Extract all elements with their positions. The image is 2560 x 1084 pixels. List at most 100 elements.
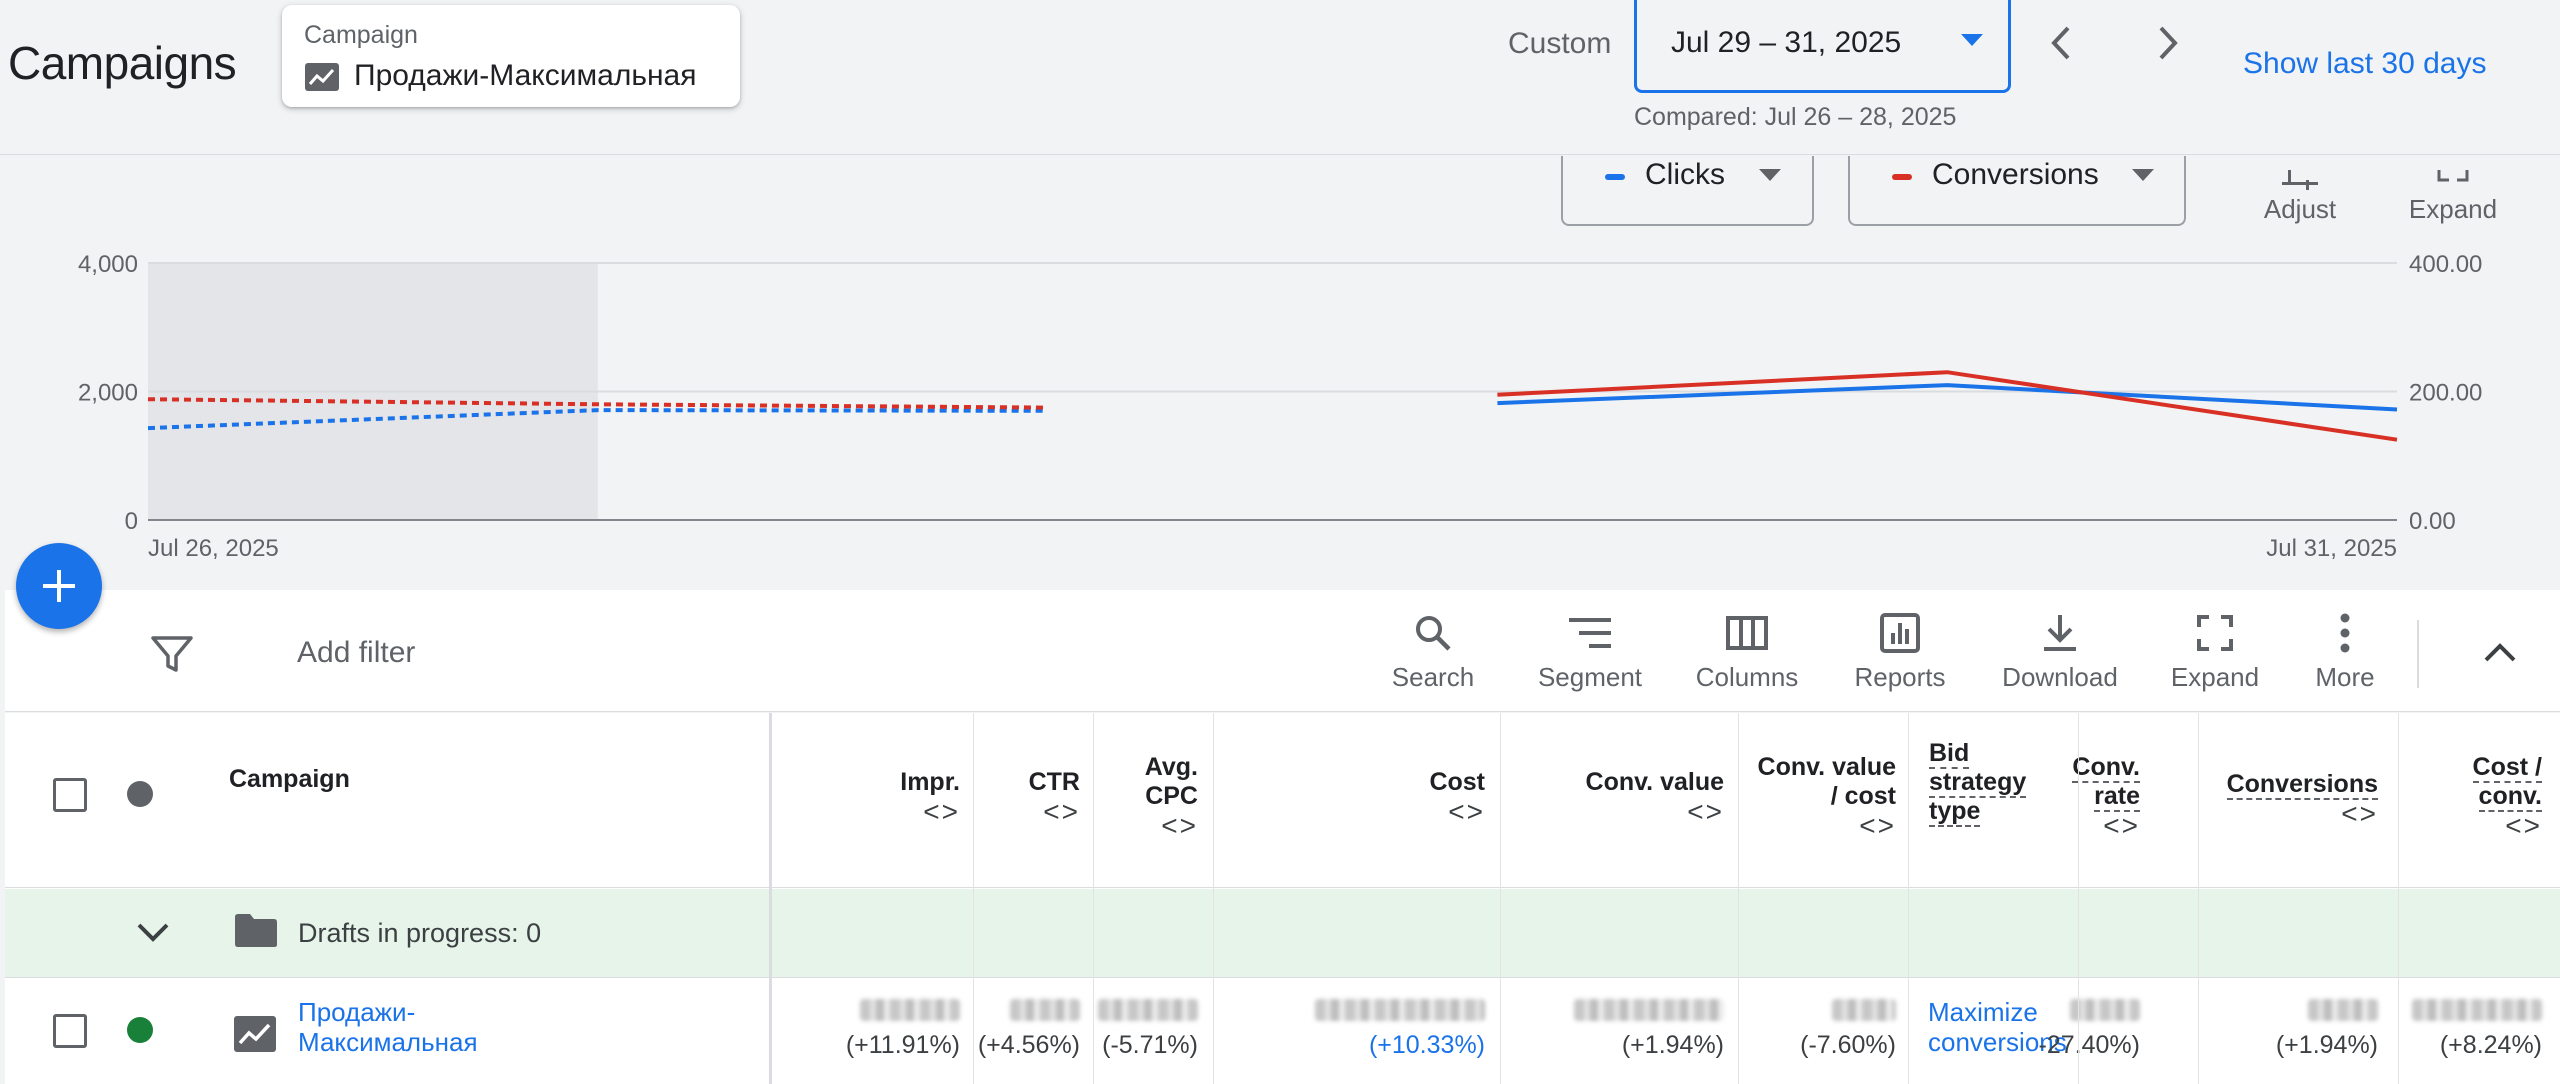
column-header-label: Cost /: [2472, 753, 2542, 783]
adjust-label: Adjust: [2263, 194, 2337, 224]
cell-cost: (+10.33%): [1315, 999, 1485, 1060]
sort-icon: <>: [1043, 796, 1080, 827]
column-header-label: Conv. value: [1585, 768, 1724, 796]
status-enabled-dot[interactable]: [127, 1017, 153, 1043]
column-header-cost[interactable]: Cost <>: [1429, 768, 1485, 826]
chart-area: 4,000 400.00 2,000 200.00 0 0.00 Jul 26, 2025 J…: [0, 156, 2560, 588]
column-header-label: conv.: [2478, 782, 2542, 812]
column-header-label: Conversions: [2226, 770, 2378, 800]
expand-label: Expand: [2408, 194, 2498, 224]
cell-conversions: (+1.94%): [2276, 999, 2378, 1060]
column-header-conversions[interactable]: Conversions <>: [2226, 770, 2378, 828]
column-header-impr[interactable]: Impr. <>: [900, 768, 960, 826]
cell-cost-conv: (+8.24%): [2412, 999, 2542, 1060]
column-header-label: Impr.: [900, 768, 960, 796]
cell-ctr: (+4.56%): [978, 999, 1080, 1060]
metric-selector-conversions[interactable]: Conversions: [1848, 156, 2186, 226]
column-header-label: Bid: [1929, 739, 1970, 769]
caret-down-icon: [1759, 169, 1781, 181]
column-header-conv-rate[interactable]: Conv. rate <>: [2072, 753, 2140, 840]
download-icon: [1995, 608, 2125, 658]
segment-icon: [1533, 608, 1647, 658]
chevron-up-icon[interactable]: [2477, 632, 2523, 672]
column-header-ctr[interactable]: CTR <>: [1029, 768, 1080, 826]
expand-table-button[interactable]: Expand: [2165, 608, 2265, 693]
column-header-cost-conv[interactable]: Cost / conv. <>: [2472, 753, 2542, 841]
redacted-value: [2308, 999, 2378, 1021]
column-header-conv-value-cost[interactable]: Conv. value / cost <>: [1758, 753, 1896, 840]
search-icon: [1383, 608, 1483, 658]
drafts-row[interactable]: Drafts in progress: 0: [5, 889, 2560, 978]
column-header-conv-value[interactable]: Conv. value <>: [1586, 768, 1724, 826]
toolbar-divider: [2417, 620, 2419, 688]
redacted-value: [1098, 999, 1198, 1021]
column-header-avg-cpc[interactable]: Avg. CPC <>: [1145, 753, 1198, 840]
series-line-clicks-compared: [147, 408, 1048, 431]
date-range-picker[interactable]: Jul 29 – 31, 2025: [1634, 0, 2011, 93]
download-button[interactable]: Download: [1995, 608, 2125, 693]
column-header-campaign[interactable]: Campaign: [229, 765, 350, 793]
sort-icon: <>: [2103, 810, 2140, 841]
series-line-conversions-current: [1497, 370, 2398, 442]
y-right-tick-label: 0.00: [2409, 508, 2456, 535]
chevron-down-icon[interactable]: [133, 917, 173, 947]
y-left-tick-label: 0: [125, 508, 138, 535]
metric-color-swatch: [1605, 174, 1625, 180]
column-divider: [1908, 713, 1909, 1084]
segment-button[interactable]: Segment: [1533, 608, 1647, 693]
change-value: (+11.91%): [845, 1031, 960, 1059]
cell-conv-value: (+1.94%): [1574, 999, 1724, 1060]
select-all-checkbox[interactable]: [53, 778, 87, 812]
column-header-label: / cost: [1830, 782, 1896, 810]
campaign-name-link[interactable]: Продажи-Максимальная: [298, 997, 478, 1057]
more-vert-icon: [2305, 608, 2385, 658]
reports-button[interactable]: Reports: [1845, 608, 1955, 693]
add-filter-button[interactable]: Add filter: [297, 636, 416, 669]
redacted-value: [1315, 999, 1485, 1021]
sort-icon: <>: [2505, 810, 2542, 841]
table-header: Campaign Impr. <> CTR <> Avg. CPC <> Cos…: [5, 713, 2560, 888]
caret-down-icon: [2132, 169, 2154, 181]
column-header-bid-strategy[interactable]: Bid strategy type: [1929, 739, 2027, 827]
more-label: More: [2315, 662, 2375, 692]
filter-icon[interactable]: [150, 634, 194, 674]
change-value: (+4.56%): [977, 1031, 1080, 1059]
column-divider: [1093, 713, 1094, 1084]
change-value[interactable]: (+10.33%): [1368, 1031, 1485, 1059]
row-checkbox[interactable]: [53, 1014, 87, 1048]
frozen-column-divider: [769, 713, 772, 1084]
campaign-selector-label: Campaign: [304, 21, 418, 49]
status-filter-dot[interactable]: [127, 781, 153, 807]
bid-strategy-link[interactable]: Maximize conversions: [1928, 997, 2067, 1057]
metric-color-swatch: [1892, 174, 1912, 180]
column-header-label: Cost: [1429, 768, 1485, 796]
campaign-performance-icon: [234, 1016, 276, 1052]
column-header-label: strategy: [1929, 768, 2027, 798]
column-divider: [2078, 713, 2079, 1084]
campaign-performance-icon: [305, 63, 339, 91]
table-row[interactable]: Продажи-Максимальная (+11.91%) (+4.56%) …: [5, 979, 2560, 1084]
adjust-button[interactable]: Adjust: [2250, 156, 2350, 225]
redacted-value: [860, 999, 960, 1021]
columns-button[interactable]: Columns: [1688, 608, 1806, 693]
chevron-left-icon[interactable]: [2040, 18, 2084, 68]
fullscreen-icon: [2400, 156, 2506, 190]
more-button[interactable]: More: [2305, 608, 2385, 693]
show-last-30-days-link[interactable]: Show last 30 days: [2243, 47, 2487, 80]
search-button[interactable]: Search: [1383, 608, 1483, 693]
page-title: Campaigns: [8, 37, 237, 89]
drafts-label: Drafts in progress: 0: [298, 918, 542, 948]
column-divider: [2198, 713, 2199, 1084]
create-button[interactable]: [16, 543, 102, 629]
column-header-label: CTR: [1028, 768, 1080, 796]
header: Campaigns Campaign Продажи-Максимальная …: [0, 0, 2560, 155]
chevron-right-icon[interactable]: [2145, 18, 2189, 68]
table-toolbar: Add filter Search Segment Columns Report…: [5, 590, 2560, 712]
redacted-value: [1010, 999, 1080, 1021]
change-value: -27.40%): [2038, 1031, 2140, 1059]
campaign-selector[interactable]: Campaign Продажи-Максимальная: [282, 5, 740, 107]
metric-selector-clicks[interactable]: Clicks: [1561, 156, 1814, 226]
date-preset-label: Custom: [1508, 27, 1612, 60]
expand-chart-button[interactable]: Expand: [2400, 156, 2506, 225]
change-value: (-7.60%): [1800, 1031, 1896, 1059]
